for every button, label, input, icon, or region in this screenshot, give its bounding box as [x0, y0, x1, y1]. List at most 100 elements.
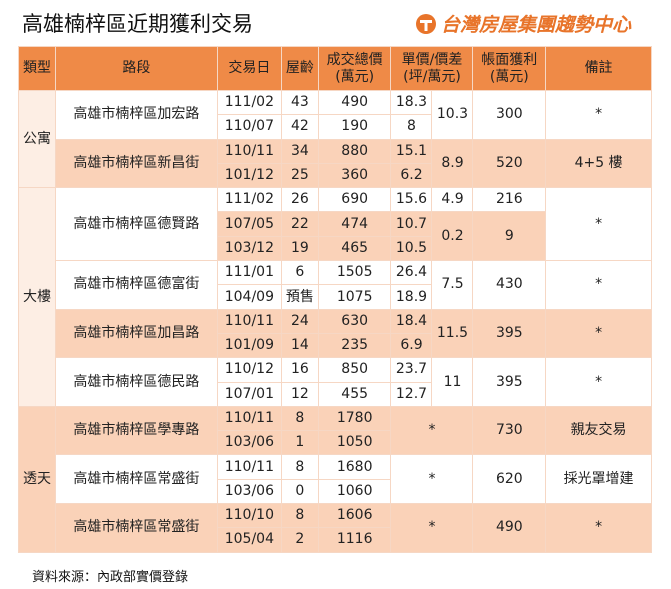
cell: 111/02	[216, 187, 282, 213]
cell: 1	[280, 430, 319, 456]
cell: 190	[317, 114, 392, 140]
cell: *	[545, 308, 652, 359]
cell: 110/11	[216, 138, 282, 164]
cell: 103/12	[216, 235, 282, 262]
table-row: 107/01 12 455 12.7	[19, 381, 652, 407]
table-row: 高雄市楠梓區德富街 111/01 6 1505 26.4 7.5 430 *	[19, 260, 652, 310]
table-row: 104/09 預售 1075 18.9	[19, 284, 652, 310]
cell: 1116	[317, 527, 392, 553]
table-row: 公寓 高雄市楠梓區加宏路 111/02 43 490 18.3 10.3 300 *	[18, 89, 652, 189]
table-row: 透天 高雄市楠梓區學專路 110/11 8 1780 * 730 親友交易	[18, 405, 652, 553]
cell: 850	[317, 357, 392, 383]
logo-text: 台灣房屋集團趨勢中心	[441, 14, 632, 36]
cell: 7.5	[431, 260, 474, 310]
cell: 22	[280, 211, 319, 237]
cell: 107/05	[216, 211, 282, 237]
cell: 395	[472, 308, 547, 359]
cell: 474	[317, 211, 392, 237]
cell: 300	[472, 90, 547, 140]
cell: 103/06	[216, 478, 282, 505]
cell: 103/06	[216, 430, 282, 456]
cell: 42	[280, 114, 319, 140]
cell: 透天	[18, 405, 56, 553]
cell: 18.3	[390, 89, 433, 116]
cell: 43	[280, 89, 319, 116]
cell: 8.9	[431, 138, 474, 189]
cell: *	[390, 454, 474, 505]
title: 高雄楠梓區近期獲利交易	[22, 12, 253, 36]
cell: 6.9	[390, 332, 433, 359]
logo-icon	[416, 13, 436, 34]
cell: 16	[280, 357, 319, 383]
cell: 107/01	[216, 381, 282, 407]
cell: 110/10	[216, 503, 282, 529]
cell: 高雄市楠梓區加宏路	[54, 90, 218, 140]
cell: 101/09	[216, 332, 282, 359]
cell: 216	[472, 187, 547, 213]
header-cell: 屋齡	[280, 46, 319, 91]
cell: 620	[472, 454, 547, 505]
cell: 1060	[317, 478, 392, 505]
header-cell: 類型	[18, 46, 56, 91]
cell: 6.2	[390, 162, 433, 189]
cell: 18.4	[390, 308, 433, 334]
cell: *	[545, 260, 652, 310]
cell: 23.7	[390, 357, 433, 383]
cell: 10.5	[390, 235, 433, 262]
cell: 25	[280, 162, 319, 189]
cell: 1505	[317, 260, 392, 286]
cell: 高雄市楠梓區學專路	[54, 405, 218, 456]
cell: 高雄市楠梓區新昌街	[54, 138, 218, 189]
cell: 101/12	[216, 162, 282, 189]
cell: 14	[280, 332, 319, 359]
cell: 11.5	[431, 308, 474, 359]
source-note: 資料來源：內政部實價登錄	[32, 570, 189, 585]
cell: 110/11	[216, 308, 282, 334]
table-row: 103/06 0 1060	[19, 478, 652, 505]
cell: 12.7	[390, 381, 433, 407]
cell: *	[545, 90, 652, 140]
cell: 2	[280, 527, 319, 553]
cell: 高雄市楠梓區常盛街	[54, 454, 218, 505]
header-cell: 帳面獲利 (萬元)	[472, 46, 547, 91]
cell: 730	[472, 405, 547, 456]
cell: 111/01	[216, 260, 282, 286]
type-cell: 公寓	[18, 89, 56, 189]
cell: 1780	[317, 405, 392, 432]
table-row: 高雄市楠梓區加昌路 110/11 24 630 18.4 11.5 395 *	[18, 308, 652, 359]
header-row: 類型 路段 交易日 屋齡 成交總價 (萬元) 單價/價差 (坪/萬元) 帳面獲利 (萬元) 備…	[18, 46, 652, 91]
cell: 395	[472, 357, 547, 407]
cell: 34	[280, 138, 319, 164]
cell: 455	[317, 381, 392, 407]
type-cell: 大樓	[18, 187, 56, 407]
cell: 1075	[317, 284, 392, 310]
logo: 台灣房屋集團趨勢中心	[415, 10, 631, 37]
cell: 19	[280, 235, 319, 262]
cell: 高雄市楠梓區常盛街	[54, 503, 218, 553]
table-row: 110/07 42 190 8	[19, 114, 652, 140]
cell: 9	[472, 211, 547, 262]
cell: 8	[280, 405, 319, 432]
cell: 110/12	[216, 357, 282, 383]
cell: 690	[317, 187, 392, 213]
cell: 15.6	[390, 187, 433, 213]
header-cell: 單價/價差 (坪/萬元)	[390, 46, 474, 91]
cell: 110/11	[216, 405, 282, 432]
cell: 360	[317, 162, 392, 189]
cell: 8	[280, 503, 319, 529]
cell: 10.7	[390, 211, 433, 237]
cell: 110/07	[216, 114, 282, 140]
cell: 105/04	[216, 527, 282, 553]
cell: 1606	[317, 503, 392, 529]
cell: 26.4	[390, 260, 433, 286]
cell: 10.3	[431, 90, 474, 140]
cell: *	[545, 187, 652, 262]
cell: 24	[280, 308, 319, 334]
cell: 15.1	[390, 138, 433, 164]
cell: 1680	[317, 454, 392, 480]
cell: 預售	[280, 284, 319, 310]
header-cell: 路段	[54, 46, 218, 91]
cell: 高雄市楠梓區德民路	[54, 357, 218, 407]
cell: 110/11	[216, 454, 282, 480]
cell: 11	[431, 357, 474, 407]
